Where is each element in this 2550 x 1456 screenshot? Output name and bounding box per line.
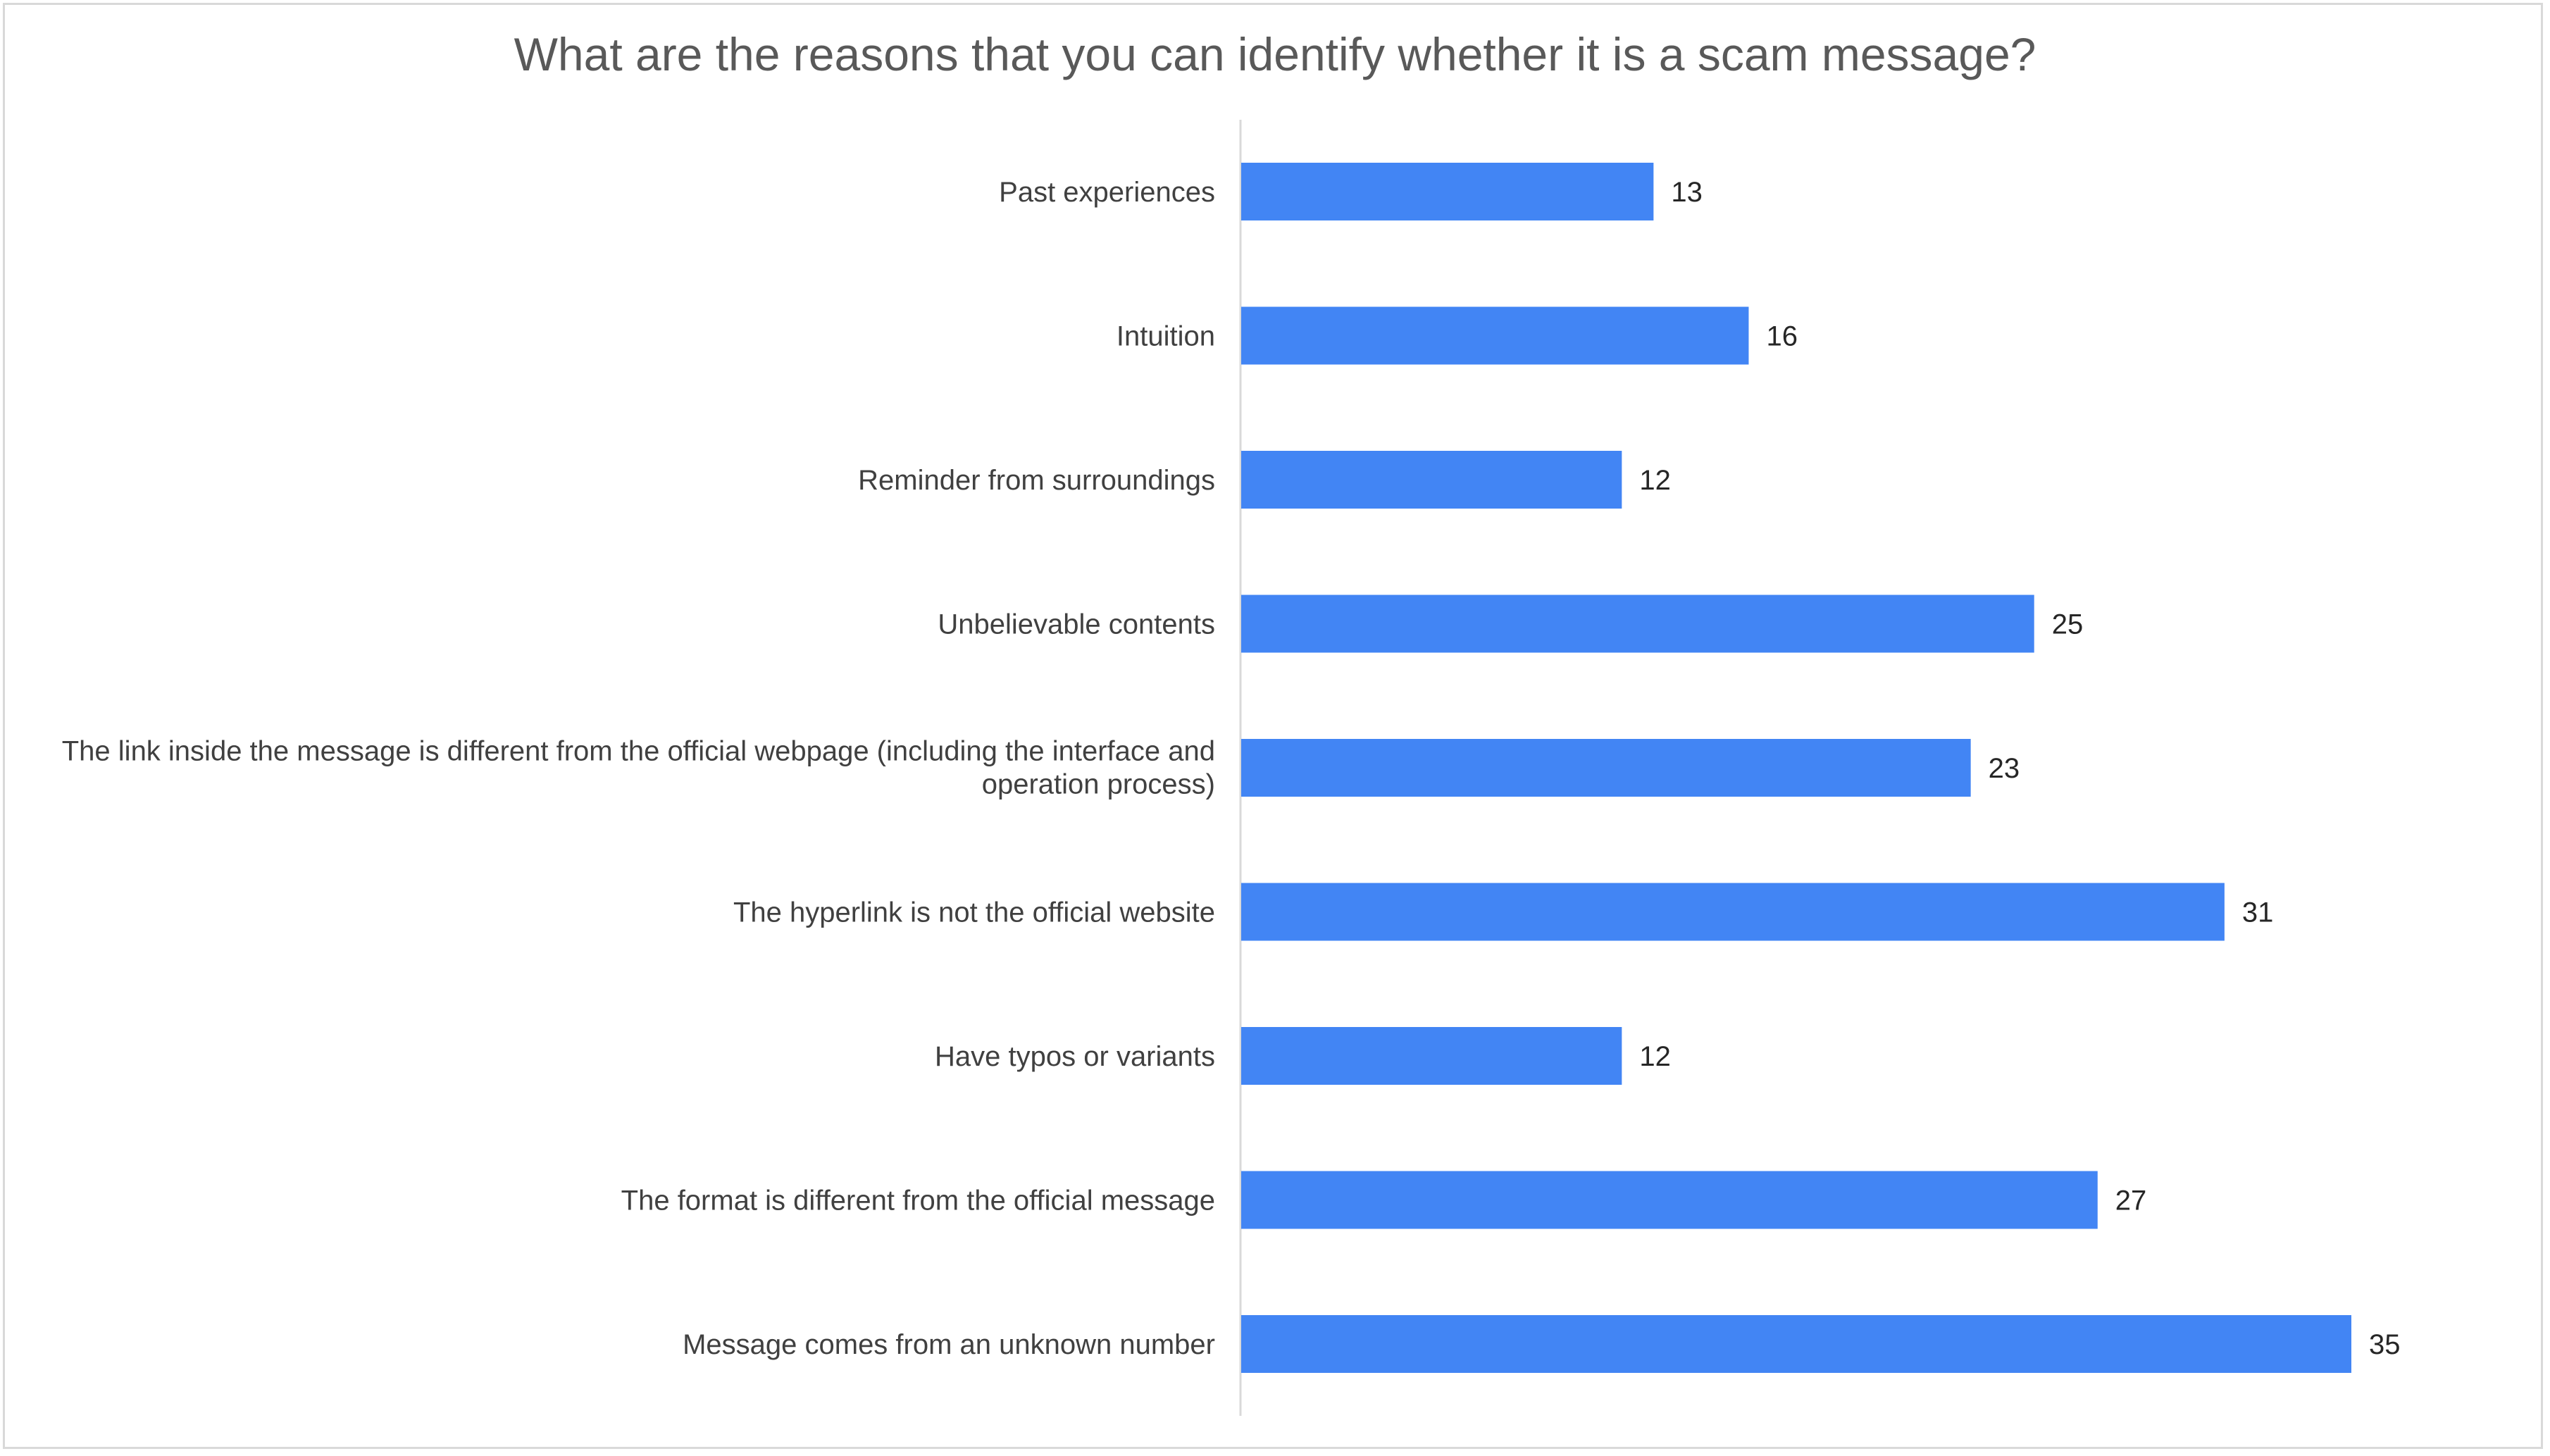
value-label-7: 12 xyxy=(1639,1041,1671,1072)
bar-7 xyxy=(1241,1027,1622,1085)
category-label-4: Unbelievable contents xyxy=(938,609,1215,640)
bar-4 xyxy=(1241,595,2034,653)
value-label-6: 31 xyxy=(2242,897,2274,928)
category-label-1: Past experiences xyxy=(999,177,1215,208)
category-label-5: The link inside the message is different… xyxy=(62,736,1215,800)
value-label-3: 12 xyxy=(1639,465,1671,496)
value-label-8: 27 xyxy=(2115,1186,2147,1217)
bar-8 xyxy=(1241,1171,2098,1229)
category-label-2: Intuition xyxy=(1117,321,1215,352)
bar-5 xyxy=(1241,739,1971,797)
bar-2 xyxy=(1241,306,1749,365)
value-label-1: 13 xyxy=(1671,177,1703,208)
bar-3 xyxy=(1241,451,1622,509)
category-label-9: Message comes from an unknown number xyxy=(683,1329,1215,1360)
bar-1 xyxy=(1241,163,1654,220)
value-label-9: 35 xyxy=(2369,1329,2401,1360)
bar-9 xyxy=(1241,1315,2351,1373)
category-label-7: Have typos or variants xyxy=(935,1041,1215,1072)
category-label-8: The format is different from the officia… xyxy=(621,1186,1215,1217)
bar-6 xyxy=(1241,883,2225,941)
value-label-4: 25 xyxy=(2052,609,2084,640)
category-label-6: The hyperlink is not the official websit… xyxy=(733,897,1215,928)
category-label-3: Reminder from surroundings xyxy=(858,465,1215,496)
chart-title: What are the reasons that you can identi… xyxy=(514,28,2036,80)
value-label-5: 23 xyxy=(1989,753,2020,784)
value-label-2: 16 xyxy=(1766,321,1798,352)
